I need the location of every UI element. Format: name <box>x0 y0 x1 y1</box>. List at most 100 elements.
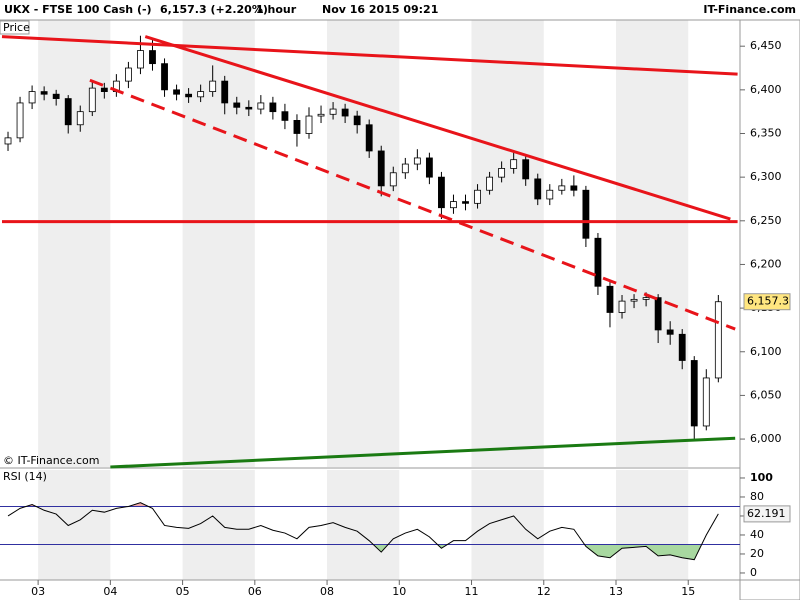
x-tick-label: 12 <box>537 585 551 598</box>
candle-body <box>161 63 168 91</box>
candle-body <box>269 102 277 113</box>
candle-body <box>522 159 530 180</box>
candle-body <box>125 67 132 82</box>
candle-body <box>462 201 469 204</box>
y-tick-label: 6,300 <box>750 170 782 183</box>
y-tick-label: 6,350 <box>750 126 782 139</box>
candle-body <box>88 87 96 113</box>
candle-body <box>413 157 421 165</box>
candle-body <box>52 93 60 99</box>
day-band <box>182 470 255 580</box>
candle-body <box>666 329 674 335</box>
band-layer <box>38 20 689 580</box>
candle-body <box>221 80 229 104</box>
trendline <box>89 78 736 331</box>
candle-body <box>281 111 289 121</box>
y-tick-label: 6,050 <box>750 388 782 401</box>
candle-body <box>100 87 108 92</box>
candle-body <box>185 93 193 98</box>
x-tick-label: 05 <box>176 585 190 598</box>
candle-body <box>401 163 409 174</box>
last-value-box <box>743 293 791 311</box>
candle-body <box>498 168 506 178</box>
candle-body <box>714 301 722 379</box>
rsi-line <box>7 502 719 561</box>
day-band <box>471 470 544 580</box>
candle-body <box>137 50 144 69</box>
y-tick-label: 80 <box>750 490 764 503</box>
candle-body <box>618 300 626 313</box>
candle-body <box>630 298 638 302</box>
day-band <box>471 20 544 467</box>
candle-body <box>570 185 578 191</box>
candle-body <box>257 102 265 110</box>
x-tick-label: 15 <box>681 585 695 598</box>
candle-body <box>149 50 156 65</box>
candle-body <box>510 159 518 169</box>
candle-body <box>654 297 662 331</box>
y-tick-label: 100 <box>750 471 773 484</box>
day-band <box>615 20 689 467</box>
candle-body <box>293 120 301 134</box>
last-value-label: 62.191 <box>747 507 786 520</box>
candle-body <box>40 91 48 95</box>
candle-body <box>606 285 614 313</box>
y-tick-label: 6,250 <box>750 214 782 227</box>
panel-label: RSI (14) <box>3 470 47 483</box>
candle-body <box>76 111 84 126</box>
x-tick-label: 08 <box>320 585 334 598</box>
candle-body <box>16 102 24 139</box>
candle-body <box>450 201 457 209</box>
trendline <box>144 35 731 221</box>
candle-body <box>377 150 385 187</box>
candle-body <box>546 189 554 200</box>
x-tick-label: 13 <box>609 585 623 598</box>
candle-body <box>64 98 72 126</box>
x-tick-label: 03 <box>31 585 45 598</box>
y-tick-label: 6,000 <box>750 432 782 445</box>
x-tick-label: 10 <box>392 585 406 598</box>
y-tick-label: 6,100 <box>750 345 782 358</box>
candle-body <box>353 115 361 126</box>
candle-body <box>486 176 493 191</box>
candle-body <box>438 176 445 209</box>
y-tick-label: 6,450 <box>750 39 782 52</box>
candle-body <box>690 360 698 427</box>
candle-body <box>389 172 397 187</box>
x-tick-label: 04 <box>103 585 117 598</box>
candle-body <box>534 178 542 200</box>
y-tick-label: 40 <box>750 528 764 541</box>
candle-body <box>558 185 566 191</box>
panel-label: Price <box>3 21 30 34</box>
candle-body <box>245 106 253 110</box>
panel-label-box <box>0 20 30 35</box>
candle-body <box>702 377 710 427</box>
x-tick-label: 11 <box>465 585 479 598</box>
day-band <box>327 20 400 467</box>
change: 6,157.3 (+2.20%) <box>160 3 268 16</box>
candle-body <box>173 89 180 95</box>
candle-body <box>474 189 481 204</box>
candle-body <box>582 189 590 239</box>
day-band <box>38 470 111 580</box>
last-value-label: 6,157.3 <box>747 295 789 308</box>
candle-body <box>4 137 12 145</box>
candle-body <box>341 108 349 117</box>
y-tick-label: 6,200 <box>750 257 782 270</box>
symbol: UKX - FTSE 100 Cash (-) <box>4 3 152 16</box>
y-tick-label: 0 <box>750 566 757 579</box>
oversold-area <box>373 544 702 560</box>
candle-body <box>678 333 686 361</box>
x-tick-label: 06 <box>248 585 262 598</box>
candle-body <box>197 91 205 98</box>
candle-body <box>425 157 433 178</box>
day-band <box>615 470 689 580</box>
interval: 1 hour <box>256 3 297 16</box>
watermark: © IT-Finance.com <box>3 454 100 467</box>
candle-body <box>365 124 373 152</box>
trendline <box>1 35 738 76</box>
trendline <box>110 436 736 469</box>
brand: IT-Finance.com <box>703 3 796 16</box>
